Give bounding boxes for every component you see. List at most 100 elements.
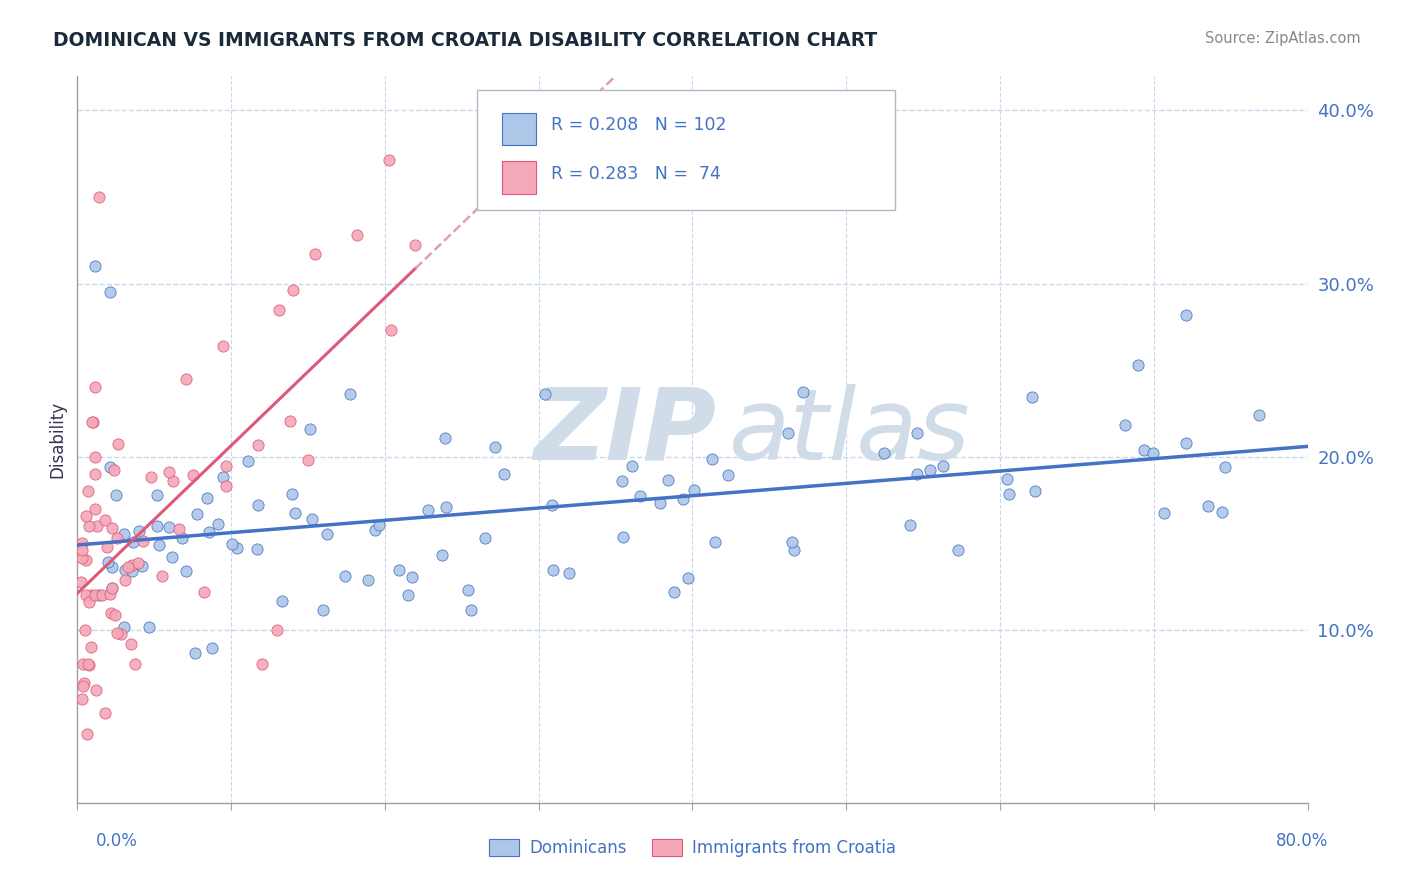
Point [648, 496, 671, 510]
Point [1175, 309, 1198, 323]
Point [1213, 460, 1236, 475]
Point [250, 657, 273, 672]
Text: DOMINICAN VS IMMIGRANTS FROM CROATIA DISABILITY CORRELATION CHART: DOMINICAN VS IMMIGRANTS FROM CROATIA DIS… [53, 31, 877, 50]
Point [215, 479, 238, 493]
Point [278, 414, 301, 428]
Point [484, 440, 506, 454]
Point [1021, 391, 1043, 405]
Point [195, 491, 218, 505]
Point [434, 430, 457, 444]
Point [122, 535, 145, 549]
Point [457, 582, 479, 597]
Point [174, 564, 197, 578]
Point [90, 588, 112, 602]
Point [117, 559, 139, 574]
Point [280, 486, 302, 500]
Point [80, 640, 103, 654]
Point [301, 512, 323, 526]
Point [94, 706, 117, 720]
Point [898, 518, 921, 533]
Point [540, 498, 562, 512]
Bar [502, 161, 536, 194]
Point [84, 588, 107, 602]
Point [101, 581, 124, 595]
Point [434, 500, 457, 514]
Point [77, 519, 100, 533]
Point [905, 426, 928, 441]
Point [281, 283, 304, 297]
Point [704, 535, 727, 549]
Point [311, 603, 333, 617]
Point [70, 543, 93, 558]
Point [367, 518, 389, 533]
Point [246, 499, 269, 513]
Point [998, 487, 1021, 501]
Point [162, 474, 184, 488]
Point [612, 474, 634, 488]
Point [98, 285, 121, 300]
Point [138, 620, 160, 634]
Point [127, 556, 149, 570]
Point [76, 726, 98, 740]
Point [84, 380, 107, 394]
Point [104, 488, 127, 502]
Point [494, 467, 516, 481]
Point [873, 446, 896, 460]
Point [186, 507, 208, 521]
Text: 80.0%: 80.0% [1277, 831, 1329, 849]
Point [474, 531, 496, 545]
Point [207, 517, 229, 532]
Point [1142, 446, 1164, 460]
Point [107, 626, 129, 640]
Y-axis label: Disability: Disability [48, 401, 66, 478]
Point [97, 556, 120, 570]
Point [83, 450, 105, 464]
Point [1114, 417, 1136, 432]
Point [70, 575, 93, 590]
Point [932, 458, 955, 473]
Point [1126, 358, 1149, 372]
Point [174, 372, 197, 386]
Point [96, 540, 118, 554]
Point [380, 322, 402, 336]
Point [905, 467, 928, 481]
Point [103, 463, 125, 477]
Point [172, 531, 194, 545]
Point [77, 484, 100, 499]
Point [75, 623, 97, 637]
Point [378, 153, 401, 167]
Point [104, 607, 127, 622]
Point [121, 564, 143, 578]
Text: atlas: atlas [730, 384, 972, 481]
Point [87, 190, 110, 204]
Point [792, 385, 814, 400]
Point [181, 468, 204, 483]
Point [146, 488, 169, 502]
Point [79, 595, 101, 609]
Point [700, 452, 723, 467]
Point [80, 588, 103, 602]
Point [346, 227, 368, 242]
Point [297, 453, 319, 467]
Point [76, 657, 98, 671]
Point [100, 587, 122, 601]
Point [87, 588, 110, 602]
Point [284, 506, 307, 520]
Point [364, 523, 387, 537]
Point [167, 522, 190, 536]
Point [70, 692, 93, 706]
Point [246, 437, 269, 451]
Point [662, 584, 685, 599]
Point [105, 531, 128, 545]
Point [70, 550, 93, 565]
Point [678, 571, 700, 585]
Point [388, 563, 411, 577]
Point [146, 519, 169, 533]
Bar [502, 112, 536, 145]
Point [73, 676, 96, 690]
Point [112, 619, 135, 633]
Point [86, 519, 108, 533]
Point [110, 627, 132, 641]
Point [245, 541, 267, 556]
Point [270, 593, 292, 607]
